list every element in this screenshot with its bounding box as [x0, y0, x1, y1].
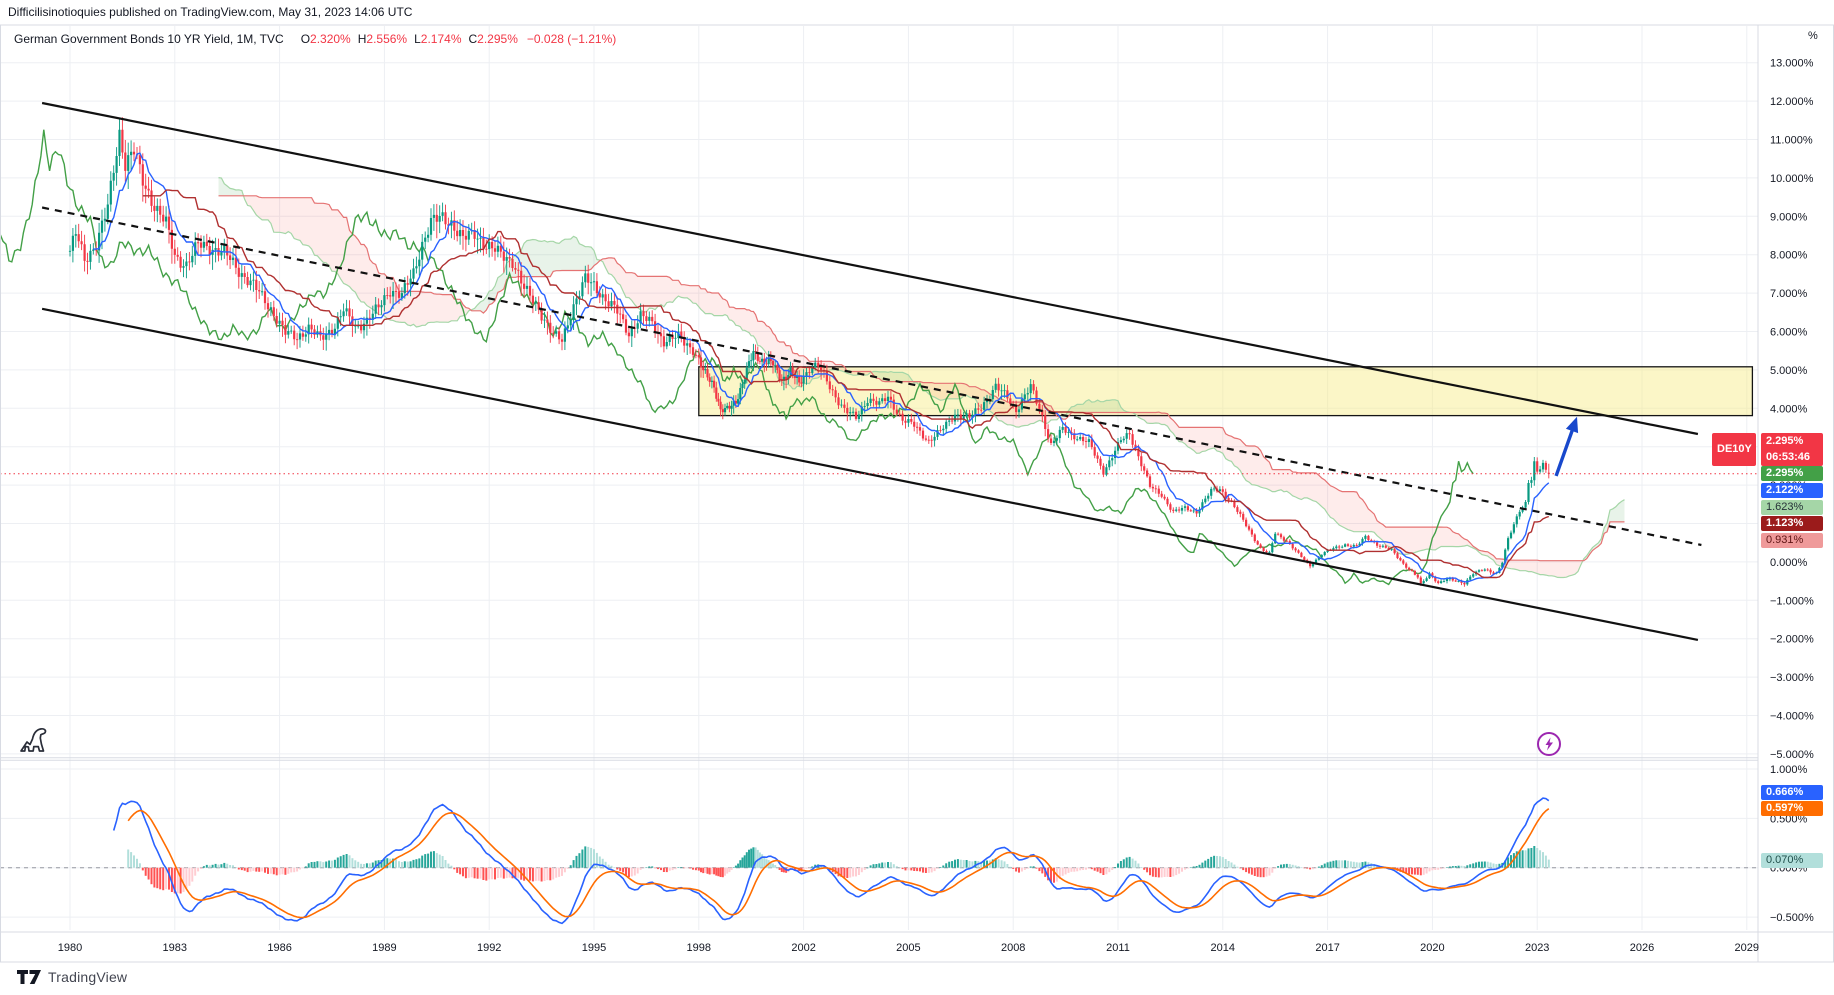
svg-text:1980: 1980 — [58, 942, 82, 954]
macd-histogram-badge: 0.070% — [1761, 853, 1823, 868]
leading-span-a-badge: 1.623% — [1761, 500, 1823, 515]
high-value: 2.556% — [366, 32, 408, 46]
svg-text:2008: 2008 — [1001, 942, 1025, 954]
svg-text:11.000%: 11.000% — [1770, 135, 1813, 147]
leading-span-b-line — [218, 195, 1625, 562]
chart-legend: German Government Bonds 10 YR Yield, 1M,… — [14, 32, 616, 46]
svg-text:0.000%: 0.000% — [1770, 557, 1808, 569]
candle-wicks-up — [69, 118, 1544, 586]
svg-text:10.000%: 10.000% — [1770, 173, 1814, 185]
macd-signal-badge: 0.597% — [1761, 801, 1823, 816]
bar-countdown: 06:53:46 — [1766, 451, 1811, 463]
macd-signal-line — [127, 808, 1550, 919]
tradingview-logo-icon — [17, 970, 41, 984]
svg-text:2014: 2014 — [1211, 942, 1235, 954]
arrow-head — [1565, 416, 1579, 434]
svg-text:1995: 1995 — [582, 942, 606, 954]
lightning-bolt-icon — [1545, 737, 1553, 751]
flash-publish-icon[interactable] — [1536, 731, 1562, 757]
arrow-shaft — [1554, 423, 1577, 477]
svg-text:7.000%: 7.000% — [1770, 288, 1808, 300]
svg-text:2011: 2011 — [1106, 942, 1130, 954]
svg-text:12.000%: 12.000% — [1770, 96, 1814, 108]
svg-text:1986: 1986 — [267, 942, 291, 954]
svg-text:−5.000%: −5.000% — [1770, 749, 1814, 761]
symbol-title[interactable]: German Government Bonds 10 YR Yield, 1M,… — [14, 32, 284, 46]
svg-text:9.000%: 9.000% — [1770, 211, 1808, 223]
time-axis[interactable]: 1980 1983 1986 1989 1992 1995 1998 2002 2005 2008… — [58, 942, 1759, 954]
channel-upper-line — [41, 101, 1699, 436]
publish-info-text: Difficilisinotioquies published on Tradi… — [8, 5, 413, 19]
close-value: 2.295% — [477, 32, 518, 46]
chart-frame — [0, 24, 1834, 963]
svg-text:2005: 2005 — [896, 942, 920, 954]
svg-text:1998: 1998 — [687, 942, 711, 954]
svg-text:2029: 2029 — [1735, 942, 1759, 954]
symbol-price-badge-label: DE10Y — [1712, 433, 1756, 466]
high-label: H — [357, 32, 367, 46]
symbol-price-badge: 2.295% 06:53:46 — [1761, 433, 1823, 466]
candle-wicks-down — [78, 117, 1550, 587]
dino-drawing-icon — [18, 724, 50, 758]
svg-text:5.000%: 5.000% — [1770, 365, 1808, 377]
svg-text:2017: 2017 — [1315, 942, 1339, 954]
base-line-badge: 1.123% — [1761, 516, 1823, 531]
svg-text:2026: 2026 — [1630, 942, 1654, 954]
conversion-line-badge: 2.122% — [1761, 483, 1823, 498]
macd-pane — [0, 797, 1758, 925]
svg-text:13.000%: 13.000% — [1770, 58, 1814, 70]
svg-text:2020: 2020 — [1420, 942, 1444, 954]
conversion-line — [93, 152, 1550, 583]
svg-text:−0.500%: −0.500% — [1770, 912, 1814, 924]
main-series — [0, 117, 1550, 587]
svg-text:6.000%: 6.000% — [1770, 327, 1808, 339]
svg-text:8.000%: 8.000% — [1770, 250, 1808, 262]
close-label: C — [468, 32, 478, 46]
low-value: 2.174% — [420, 32, 462, 46]
svg-text:1992: 1992 — [477, 942, 501, 954]
base-line — [142, 189, 1550, 579]
svg-text:0.500%: 0.500% — [1770, 813, 1808, 825]
channel-lower-line — [41, 307, 1699, 641]
lagging-span-line — [0, 129, 1474, 586]
drawings[interactable] — [0, 101, 1758, 641]
svg-text:1.000%: 1.000% — [1770, 764, 1808, 776]
tradingview-logo-text: TradingView — [48, 969, 128, 985]
svg-text:2002: 2002 — [791, 942, 815, 954]
svg-text:2023: 2023 — [1525, 942, 1549, 954]
svg-text:−1.000%: −1.000% — [1770, 595, 1814, 607]
svg-text:−2.000%: −2.000% — [1770, 634, 1814, 646]
svg-text:1989: 1989 — [372, 942, 396, 954]
leading-span-a-line — [218, 177, 1625, 579]
lagging-span-badge: 2.295% — [1761, 466, 1823, 481]
open-label: O — [300, 32, 311, 46]
last-price: 2.295% — [1766, 435, 1804, 447]
change-value: −0.028 (−1.21%) — [526, 32, 617, 46]
open-value: 2.320% — [310, 32, 351, 46]
svg-text:−3.000%: −3.000% — [1770, 672, 1814, 684]
tradingview-logo[interactable]: TradingView — [16, 966, 127, 988]
low-label: L — [414, 32, 421, 46]
svg-text:1983: 1983 — [163, 942, 187, 954]
leading-span-b-badge: 0.931% — [1761, 533, 1823, 548]
macd-line-badge: 0.666% — [1761, 785, 1823, 800]
svg-text:−4.000%: −4.000% — [1770, 711, 1814, 723]
svg-text:%: % — [1808, 30, 1818, 42]
svg-text:4.000%: 4.000% — [1770, 403, 1808, 415]
grid-lines — [0, 26, 1758, 930]
channel-median-line — [41, 206, 1702, 547]
publish-info-bar: Difficilisinotioquies published on Tradi… — [0, 0, 1834, 25]
